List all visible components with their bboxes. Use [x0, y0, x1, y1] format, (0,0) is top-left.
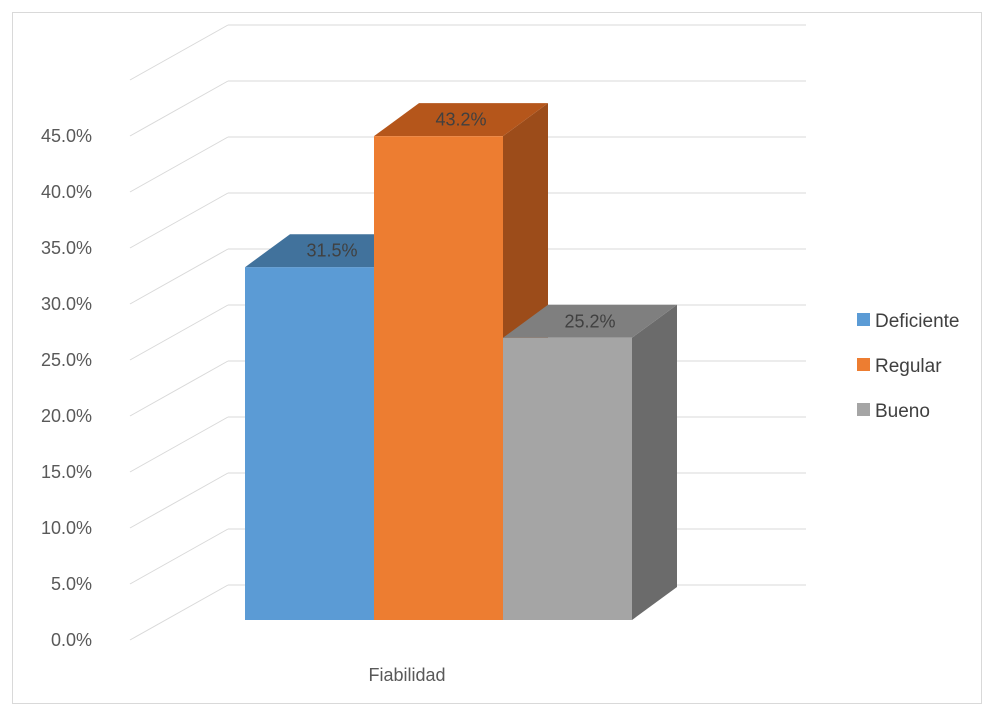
side-gridline	[129, 136, 229, 193]
legend-swatch-regular	[857, 358, 870, 371]
bar-deficiente	[245, 267, 374, 620]
x-category-label: Fiabilidad	[368, 665, 445, 685]
bar-regular	[374, 136, 503, 620]
y-tick-label: 15.0%	[41, 462, 92, 482]
y-tick-label: 20.0%	[41, 406, 92, 426]
side-gridline	[129, 360, 229, 417]
y-tick-label: 35.0%	[41, 238, 92, 258]
bar-top-bueno	[503, 304, 677, 338]
data-label: 25.2%	[564, 311, 615, 331]
side-gridline	[129, 416, 229, 473]
bar-side-bueno	[632, 304, 677, 620]
bar-bueno	[503, 337, 632, 620]
y-tick-label: 45.0%	[41, 126, 92, 146]
data-label: 31.5%	[306, 241, 357, 261]
side-gridline	[129, 528, 229, 585]
side-gridline	[129, 304, 229, 361]
y-tick-label: 40.0%	[41, 182, 92, 202]
side-gridline	[129, 80, 229, 137]
legend-label: Deficiente	[875, 311, 960, 332]
side-gridline	[129, 584, 229, 641]
data-label: 43.2%	[435, 110, 486, 130]
y-tick-label: 30.0%	[41, 294, 92, 314]
bar-top-regular	[374, 103, 548, 137]
y-tick-label: 5.0%	[51, 574, 92, 594]
y-tick-label: 25.0%	[41, 350, 92, 370]
legend-label: Regular	[875, 356, 942, 377]
side-gridline	[129, 472, 229, 529]
legend-label: Bueno	[875, 401, 930, 422]
side-gridline	[129, 24, 229, 81]
y-tick-label: 10.0%	[41, 518, 92, 538]
legend-swatch-bueno	[857, 403, 870, 416]
side-gridline	[129, 192, 229, 249]
side-gridline	[129, 248, 229, 305]
y-tick-label: 0.0%	[51, 630, 92, 650]
legend-swatch-deficiente	[857, 313, 870, 326]
